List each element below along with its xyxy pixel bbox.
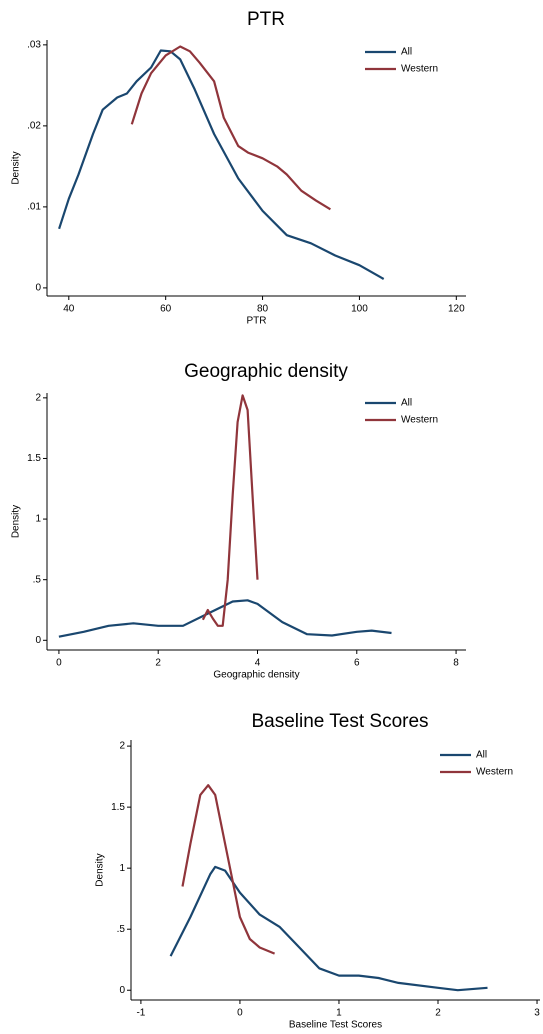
y-tick-label: 1 [35, 514, 41, 525]
x-tick-label: 6 [354, 658, 360, 669]
x-tick-label: 0 [56, 658, 62, 669]
x-tick-label: 8 [453, 658, 459, 669]
x-tick-label: 2 [155, 658, 161, 669]
y-tick-label: 2 [35, 392, 41, 403]
x-tick-label: 40 [63, 304, 75, 315]
y-axis-title: Density [95, 853, 106, 886]
x-tick-label: 0 [237, 1008, 243, 1019]
y-tick-label: .5 [33, 574, 42, 585]
y-tick-label: 1 [119, 863, 125, 874]
series-line [169, 865, 488, 992]
x-axis-title: Baseline Test Scores [289, 1020, 382, 1031]
legend-label: Western [401, 64, 438, 75]
x-tick-label: 60 [160, 304, 172, 315]
legend-label: Western [476, 767, 513, 778]
series-line [201, 394, 259, 627]
y-tick-label: .01 [27, 202, 41, 213]
y-tick-label: .03 [27, 40, 41, 51]
legend-label: All [476, 750, 487, 761]
x-tick-label: 3 [534, 1008, 540, 1019]
x-tick-label: 2 [435, 1008, 441, 1019]
series-line [181, 784, 276, 955]
x-axis-title: Geographic density [213, 670, 299, 681]
legend-label: Western [401, 415, 438, 426]
x-tick-label: -1 [136, 1008, 145, 1019]
chart-title: PTR [247, 9, 285, 30]
x-tick-label: 1 [336, 1008, 342, 1019]
chart-title: Baseline Test Scores [251, 711, 428, 732]
series-line [130, 45, 331, 211]
y-tick-label: 2 [119, 741, 125, 752]
x-axis-title: PTR [247, 316, 267, 327]
y-axis-title: Density [11, 505, 22, 538]
chart-title: Geographic density [184, 361, 348, 382]
legend-label: All [401, 47, 412, 58]
y-tick-label: 0 [35, 635, 41, 646]
y-tick-label: .02 [27, 121, 41, 132]
y-tick-label: 0 [119, 985, 125, 996]
y-tick-label: 1.5 [27, 453, 41, 464]
x-tick-label: 120 [448, 304, 465, 315]
y-axis-title: Density [11, 151, 22, 184]
y-tick-label: 1.5 [111, 802, 125, 813]
y-tick-label: .5 [117, 924, 126, 935]
x-tick-label: 80 [257, 304, 269, 315]
legend-label: All [401, 398, 412, 409]
series-line [58, 49, 385, 280]
x-tick-label: 100 [351, 304, 368, 315]
series-line [58, 599, 392, 638]
x-tick-label: 4 [255, 658, 261, 669]
y-tick-label: 0 [35, 283, 41, 294]
